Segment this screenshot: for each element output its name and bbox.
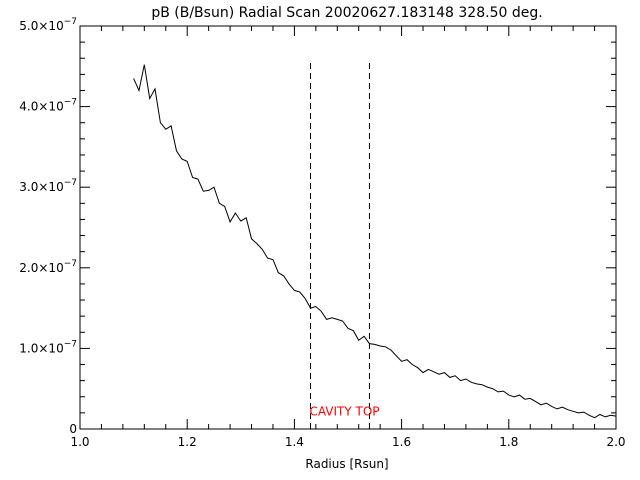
x-tick-label: 1.6 bbox=[392, 435, 411, 449]
pb-series-line bbox=[133, 64, 617, 419]
x-tick-label: 1.2 bbox=[178, 435, 197, 449]
x-tick-label: 2.0 bbox=[606, 435, 625, 449]
y-tick-label: 1.0×10−7 bbox=[19, 339, 77, 355]
x-tick-label: 1.8 bbox=[499, 435, 518, 449]
y-tick-labels: 0 1.0×10−7 2.0×10−7 3.0×10−7 4.0×10−7 5.0×10−… bbox=[19, 17, 77, 436]
y-tick-label: 0 bbox=[69, 422, 77, 436]
x-axis-label: Radius [Rsun] bbox=[305, 457, 388, 471]
cavity-top-annotation: CAVITY TOP bbox=[309, 404, 379, 418]
plot-frame bbox=[79, 25, 617, 430]
chart-title: pB (B/Bsun) Radial Scan 20020627.183148 … bbox=[151, 5, 542, 21]
reference-lines bbox=[309, 62, 370, 429]
y-tick-label: 3.0×10−7 bbox=[19, 178, 77, 194]
x-tick-labels: 1.0 1.2 1.4 1.6 1.8 2.0 bbox=[70, 435, 625, 449]
y-tick-label: 2.0×10−7 bbox=[19, 259, 77, 275]
axis-ticks bbox=[79, 25, 617, 430]
x-tick-label: 1.0 bbox=[70, 435, 89, 449]
y-tick-label: 4.0×10−7 bbox=[19, 98, 77, 114]
y-tick-label: 5.0×10−7 bbox=[19, 17, 77, 33]
x-tick-label: 1.4 bbox=[285, 435, 304, 449]
